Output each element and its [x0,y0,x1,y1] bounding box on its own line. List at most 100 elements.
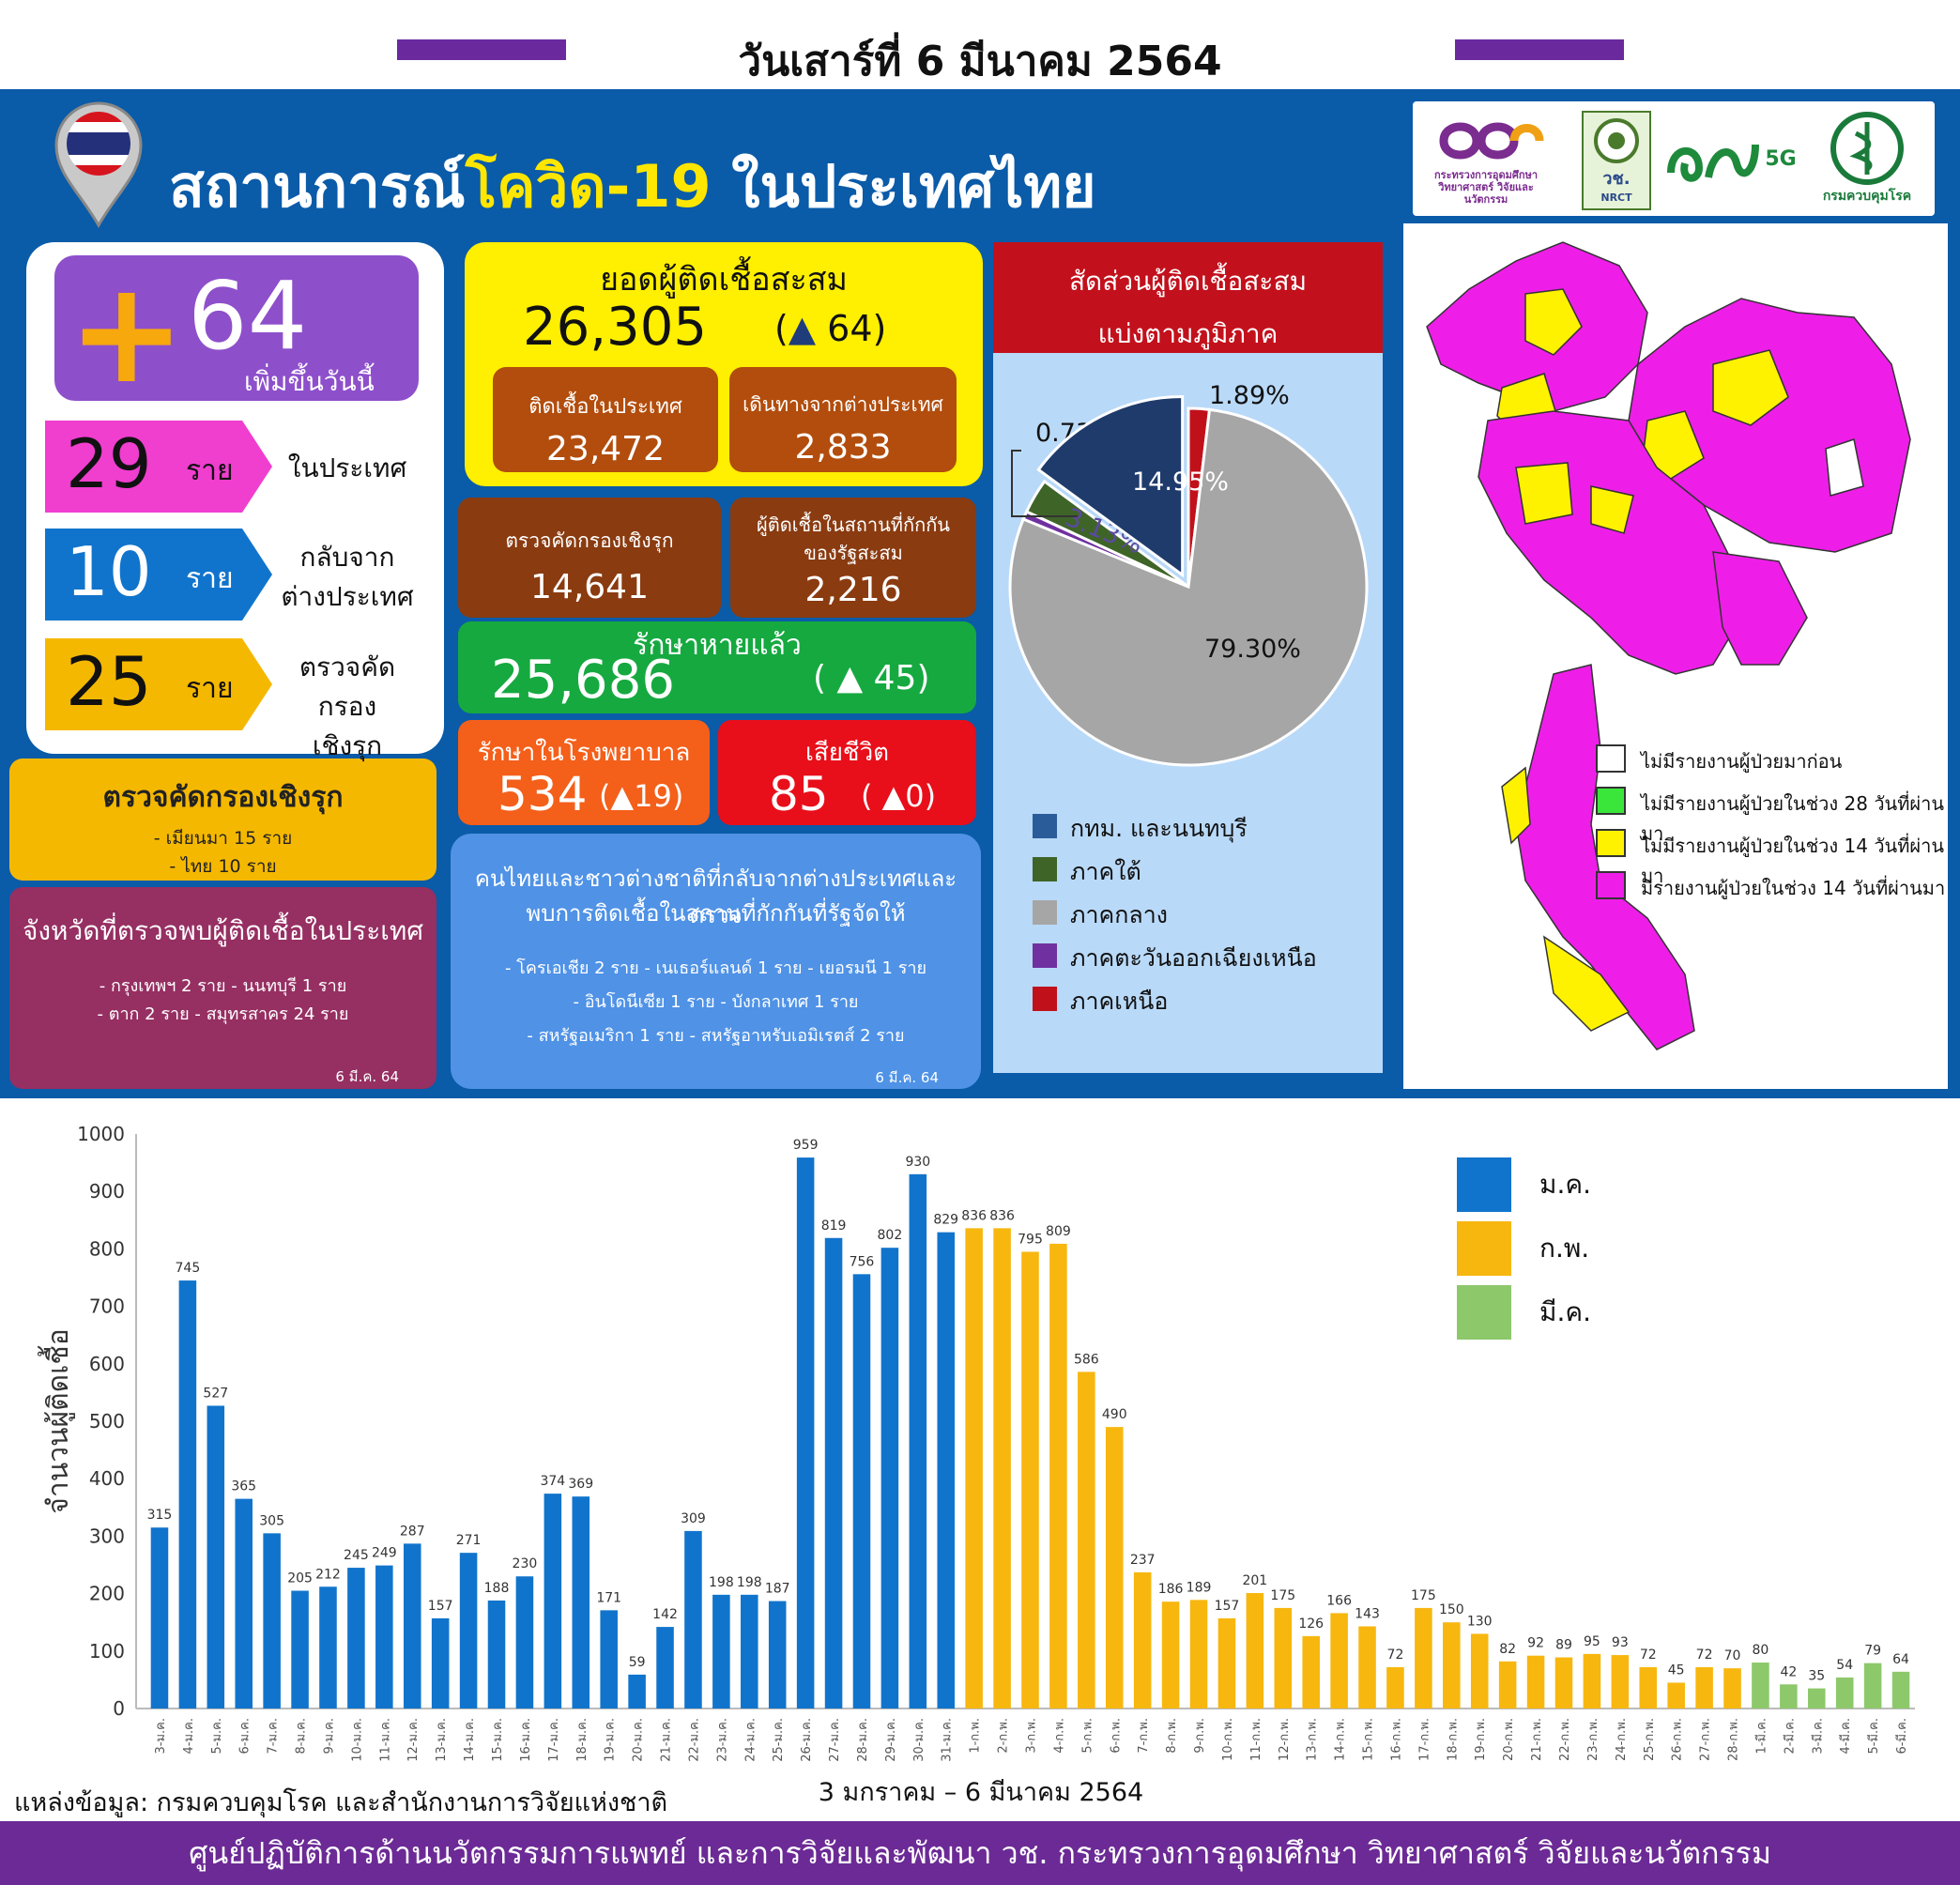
bar [796,1157,815,1709]
ddc-text: กรมควบคุมโรค [1822,189,1912,204]
decor-dash-left [397,39,566,60]
cumulative-delta-value: 64 [827,308,873,349]
bar [1554,1657,1573,1709]
today-row-arrow-0 [45,421,272,513]
bar [1189,1600,1208,1709]
map-central-yellow [1515,462,1573,525]
bar-value-label: 829 [933,1213,958,1228]
bar [431,1617,450,1709]
cumulative-title: ยอดผู้ติดเชื้อสะสม [600,261,848,299]
hospital-label: รักษาในโรงพยาบาล [477,739,691,767]
map-north-yellow [1524,288,1583,356]
chart-legend-swatch [1457,1285,1511,1340]
bar-value-label: 92 [1527,1636,1544,1651]
bar-value-label: 45 [1668,1663,1685,1678]
provinces-box: จังหวัดที่ตรวจพบผู้ติดเชื้อในประเทศ - กร… [9,887,436,1089]
x-tick-label: 6-ก.พ. [1109,1718,1123,1754]
pie-legend-label: ภาคกลาง [1070,901,1168,928]
bar [1415,1607,1432,1709]
provinces-title: จังหวัดที่ตรวจพบผู้ติดเชื้อในประเทศ [22,915,424,946]
x-tick-label: 7-ก.พ. [1137,1718,1151,1754]
bar-value-label: 187 [765,1582,790,1597]
bar [684,1530,702,1709]
y-tick-label: 1000 [77,1123,125,1145]
today-row-label: ตรวจคัดกรอง เชิงรุก [272,648,422,766]
x-tick-label: 29-ม.ค. [884,1718,898,1762]
cumulative-box: ยอดผู้ติดเชื้อสะสม 26,305 (▲ 64) ติดเชื้… [465,242,983,486]
bar [1330,1613,1348,1709]
pie-legend-swatch [1033,814,1057,838]
bar-value-label: 89 [1555,1638,1572,1653]
x-tick-label: 23-ม.ค. [715,1718,729,1762]
deaths-delta: ( ▲0) [861,778,937,814]
bar-value-label: 95 [1584,1634,1600,1649]
bar [656,1627,674,1709]
chart-legend-swatch [1457,1157,1511,1212]
mhesi-line2: วิทยาศาสตร์ วิจัยและนวัตกรรม [1438,180,1534,206]
bar [1891,1671,1910,1709]
pie-slice-label: 14.95% [1132,467,1229,497]
map-northeast-yellow [1712,349,1789,426]
bar-value-label: 72 [1640,1647,1657,1663]
bar-value-label: 72 [1387,1647,1404,1663]
fiveg-text: 5G [1765,146,1797,171]
pie-slice [1008,407,1369,767]
today-row-label-line: ต่างประเทศ [281,581,414,612]
x-tick-label: 31-ม.ค. [941,1718,955,1762]
x-tick-label: 25-ก.พ. [1643,1718,1657,1761]
abroad-box: เดินทางจากต่างประเทศ 2,833 [729,367,957,472]
hospital-delta: (▲19) [599,778,684,814]
abroad-value: 2,833 [794,428,892,467]
bar [768,1601,787,1709]
hospital-value: 534 [498,767,588,821]
bar [1808,1688,1826,1709]
bar-value-label: 201 [1242,1573,1267,1588]
x-tick-label: 12-ม.ค. [406,1718,421,1762]
bar [235,1498,253,1709]
bar-value-label: 205 [287,1571,313,1586]
x-tick-label: 2-ก.พ. [997,1718,1011,1754]
new-cases-box [54,255,419,401]
bar [852,1274,871,1709]
pie-title-line2: แบ่งตามภูมิภาค [1097,318,1279,349]
bar [600,1610,618,1709]
bar [880,1248,899,1709]
bar [1667,1682,1685,1709]
x-tick-label: 22-ม.ค. [687,1718,701,1762]
x-tick-label: 17-ก.พ. [1417,1718,1432,1761]
bar-value-label: 249 [372,1546,397,1561]
x-tick-label: 22-ก.พ. [1558,1718,1572,1761]
bar [1723,1668,1741,1709]
new-cases-count: 64 [188,261,308,371]
pie-legend-swatch [1033,987,1057,1011]
bar-value-label: 157 [428,1599,453,1614]
x-tick-label: 5-มี.ค. [1866,1718,1881,1755]
bar-value-label: 82 [1499,1642,1516,1657]
bar-value-label: 245 [344,1548,369,1563]
x-tick-label: 3-ก.พ. [1025,1718,1039,1754]
bar [1246,1592,1264,1709]
bar-value-label: 64 [1892,1652,1909,1667]
bar [628,1674,646,1709]
bar-value-label: 80 [1753,1643,1769,1658]
nrct-5g-logo: 5G [1659,111,1799,207]
mhesi-logo: กระทรวงการอุดมศึกษา วิทยาศาสตร์ วิจัยและ… [1420,111,1552,207]
deaths-delta-value: 0 [905,778,925,814]
quarantine-value: 2,216 [804,571,902,609]
bar [263,1533,281,1709]
bar-value-label: 54 [1836,1658,1853,1673]
x-tick-label: 11-ก.พ. [1249,1718,1263,1761]
x-tick-label: 6-มี.ค. [1894,1718,1909,1755]
decor-dash-right [1455,39,1624,60]
bar [1161,1601,1180,1709]
recovered-delta: ( ▲ 45) [813,659,930,697]
bar-value-label: 166 [1326,1593,1352,1608]
bar [319,1586,337,1709]
title-highlight: โควิด-19 [465,152,712,221]
bar [993,1228,1011,1709]
bar [544,1494,562,1709]
ddc-logo: กรมควบคุมโรค [1807,111,1927,207]
chart-legend-label: มี.ค. [1539,1296,1591,1327]
x-tick-label: 16-ก.พ. [1389,1718,1403,1761]
data-source: แหล่งข้อมูล: กรมควบคุมโรค และสำนักงานการ… [14,1788,668,1817]
